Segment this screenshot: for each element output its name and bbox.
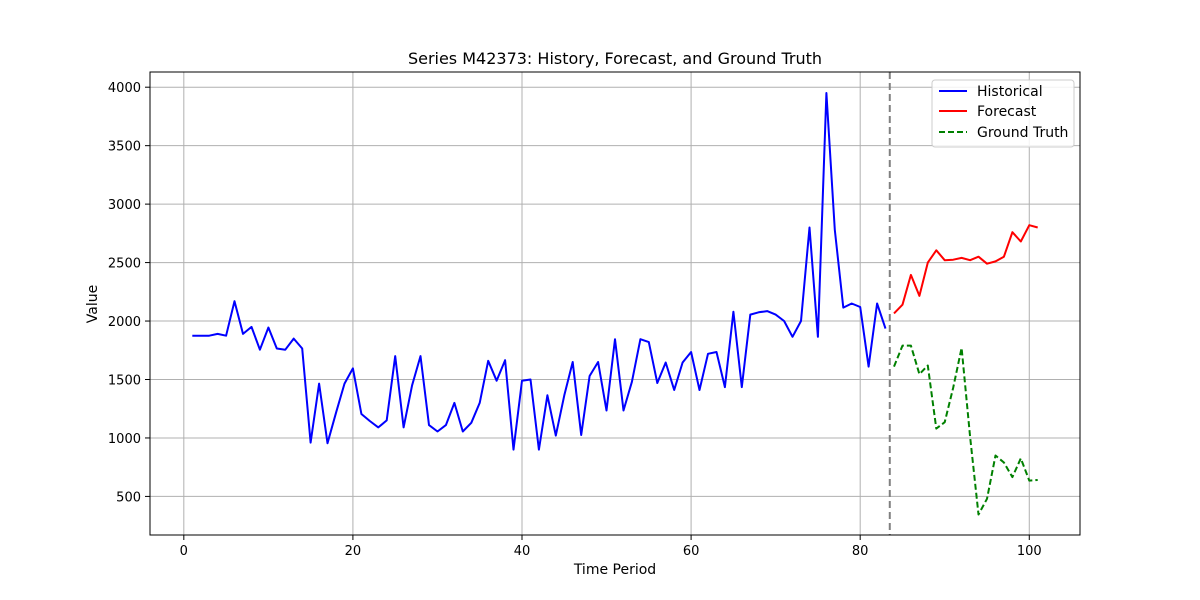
legend-label-ground-truth: Ground Truth <box>977 125 1068 141</box>
legend-box <box>931 79 1075 148</box>
chart-title: Series M42373: History, Forecast, and Gr… <box>408 49 822 68</box>
legend: Historical Forecast Ground Truth <box>931 79 1075 148</box>
y-axis-label: Value <box>85 285 101 323</box>
legend-label-forecast: Forecast <box>977 104 1037 120</box>
y-tick-label: 3000 <box>108 198 141 213</box>
x-tick-label: 20 <box>345 544 362 559</box>
series-line-historical <box>192 92 887 451</box>
x-tick-label: 100 <box>1017 544 1042 559</box>
y-tick-label: 1500 <box>108 373 141 388</box>
y-tick-label: 1000 <box>108 432 141 447</box>
x-tick-label: 0 <box>180 544 188 559</box>
series-lines <box>192 92 1038 516</box>
y-tick-label: 3500 <box>108 140 141 155</box>
legend-label-historical: Historical <box>977 84 1043 100</box>
plot-area-frame <box>149 71 1081 536</box>
series-line-forecast <box>893 224 1038 315</box>
x-tick-label: 80 <box>852 544 869 559</box>
y-tick-label: 500 <box>116 490 141 505</box>
x-tick-label: 60 <box>683 544 700 559</box>
x-axis-label: Time Period <box>573 562 656 578</box>
series-line-ground-truth <box>893 344 1038 516</box>
y-tick-label: 2000 <box>108 315 141 330</box>
y-tick-label: 2500 <box>108 257 141 272</box>
axis-ticks: 0 20 40 60 80 100 500 1000 1500 2000 2500 3000 3500 4… <box>108 81 1042 559</box>
y-tick-label: 4000 <box>108 81 141 96</box>
grid-lines <box>150 72 1080 535</box>
x-tick-label: 40 <box>514 544 531 559</box>
